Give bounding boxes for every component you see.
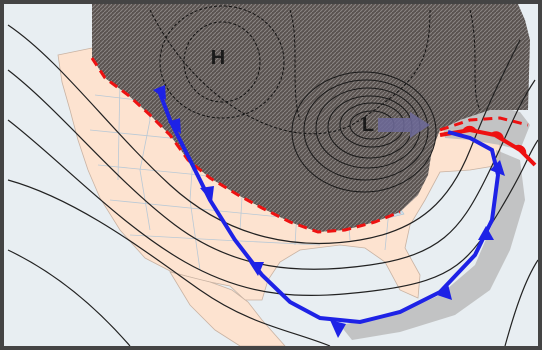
weather-map-svg: H L bbox=[4, 4, 538, 346]
arctic-air-mass bbox=[92, 4, 530, 232]
low-pressure-label: L bbox=[362, 114, 374, 136]
air-mass-boundary-dashed bbox=[90, 57, 401, 234]
cold-front bbox=[153, 85, 505, 338]
warm-front-dashed-top bbox=[439, 116, 529, 132]
warm-front bbox=[439, 125, 537, 167]
precipitation-band bbox=[340, 150, 525, 340]
mexico-land bbox=[169, 271, 286, 346]
high-pressure-label: H bbox=[211, 47, 225, 69]
dashed-isobars bbox=[149, 5, 481, 135]
low-track-arrow bbox=[378, 112, 430, 138]
